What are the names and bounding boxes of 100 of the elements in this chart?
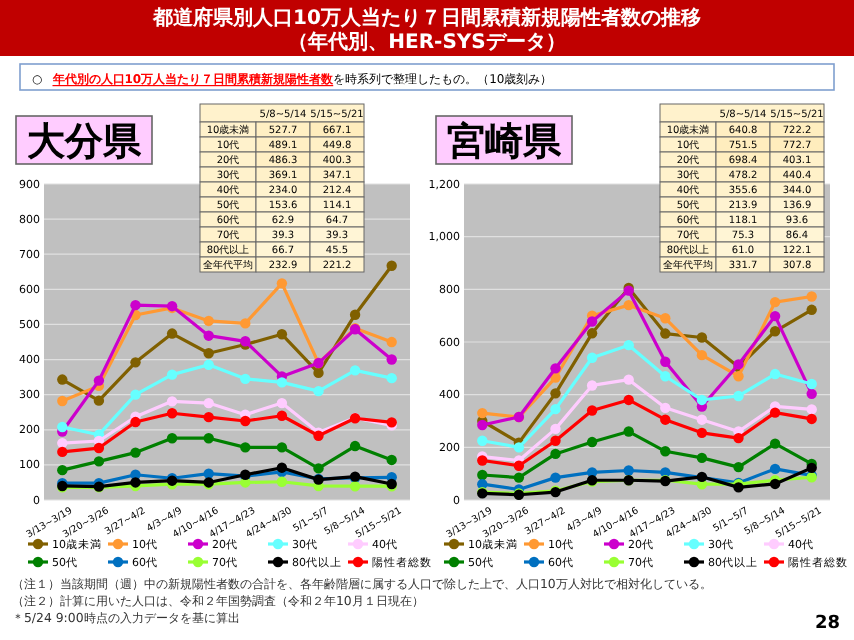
point [660, 371, 671, 382]
point [386, 336, 397, 348]
point [477, 407, 488, 419]
point [806, 291, 817, 302]
point [130, 299, 141, 311]
point [696, 394, 708, 406]
point [349, 481, 361, 492]
point [276, 476, 288, 487]
point [623, 339, 634, 351]
point [203, 330, 214, 341]
point [166, 328, 178, 339]
point [349, 309, 361, 320]
point [696, 452, 708, 464]
point [166, 408, 178, 419]
point [276, 410, 288, 421]
point [696, 349, 708, 361]
point [166, 396, 178, 407]
point [769, 407, 781, 418]
point [240, 318, 251, 329]
point [203, 468, 214, 479]
point [806, 413, 817, 425]
point [130, 447, 141, 458]
point [57, 395, 68, 407]
point [313, 463, 324, 474]
point [806, 404, 817, 415]
point [313, 367, 324, 379]
point [660, 313, 671, 324]
point [386, 454, 397, 466]
point [349, 365, 361, 376]
point [386, 372, 397, 384]
point [660, 446, 671, 457]
point [240, 415, 251, 427]
point [769, 368, 781, 380]
point [623, 374, 634, 385]
point [769, 310, 781, 322]
point [276, 278, 288, 289]
point [349, 440, 361, 452]
point [550, 403, 561, 415]
point [806, 378, 817, 390]
point [586, 380, 598, 391]
point [166, 433, 178, 444]
point [93, 442, 105, 454]
point [203, 315, 214, 327]
point [660, 402, 671, 414]
point [660, 328, 671, 339]
point [513, 460, 525, 471]
point [276, 377, 288, 388]
point [166, 369, 178, 380]
point [733, 390, 744, 402]
point [477, 435, 488, 446]
point [769, 438, 781, 449]
point [550, 388, 561, 399]
point [203, 411, 214, 423]
point [586, 328, 598, 339]
point [623, 426, 634, 437]
point [276, 329, 288, 340]
point [57, 374, 68, 385]
point [550, 448, 561, 460]
point [513, 472, 525, 483]
point [733, 461, 744, 473]
text: （年代別、HER-SYSデータ） [288, 30, 566, 54]
point [57, 446, 68, 458]
text: 28 [814, 614, 840, 634]
point [586, 316, 598, 327]
point [130, 357, 141, 368]
point [769, 326, 781, 337]
chart-title: 宮崎県 [447, 120, 563, 164]
point [276, 442, 288, 453]
point [660, 356, 671, 367]
point [769, 296, 781, 308]
point [586, 352, 598, 363]
point [733, 371, 744, 382]
point [203, 359, 214, 371]
point [586, 436, 598, 448]
point [386, 260, 397, 271]
point [806, 304, 817, 316]
point [386, 354, 397, 365]
point [203, 348, 214, 359]
point [513, 442, 525, 453]
point [130, 416, 141, 428]
point [806, 388, 817, 400]
point [550, 423, 561, 435]
point [130, 389, 141, 400]
point [586, 405, 598, 416]
point [623, 465, 634, 476]
point [240, 442, 251, 453]
point [93, 375, 105, 386]
point [203, 433, 214, 444]
point [769, 463, 781, 475]
point [57, 421, 68, 433]
point [203, 397, 214, 409]
point [57, 464, 68, 476]
point [696, 427, 708, 439]
point [623, 394, 634, 406]
point [276, 462, 288, 473]
point [313, 385, 324, 397]
point [93, 395, 105, 406]
point [276, 397, 288, 409]
point [550, 472, 561, 483]
point [57, 437, 68, 449]
